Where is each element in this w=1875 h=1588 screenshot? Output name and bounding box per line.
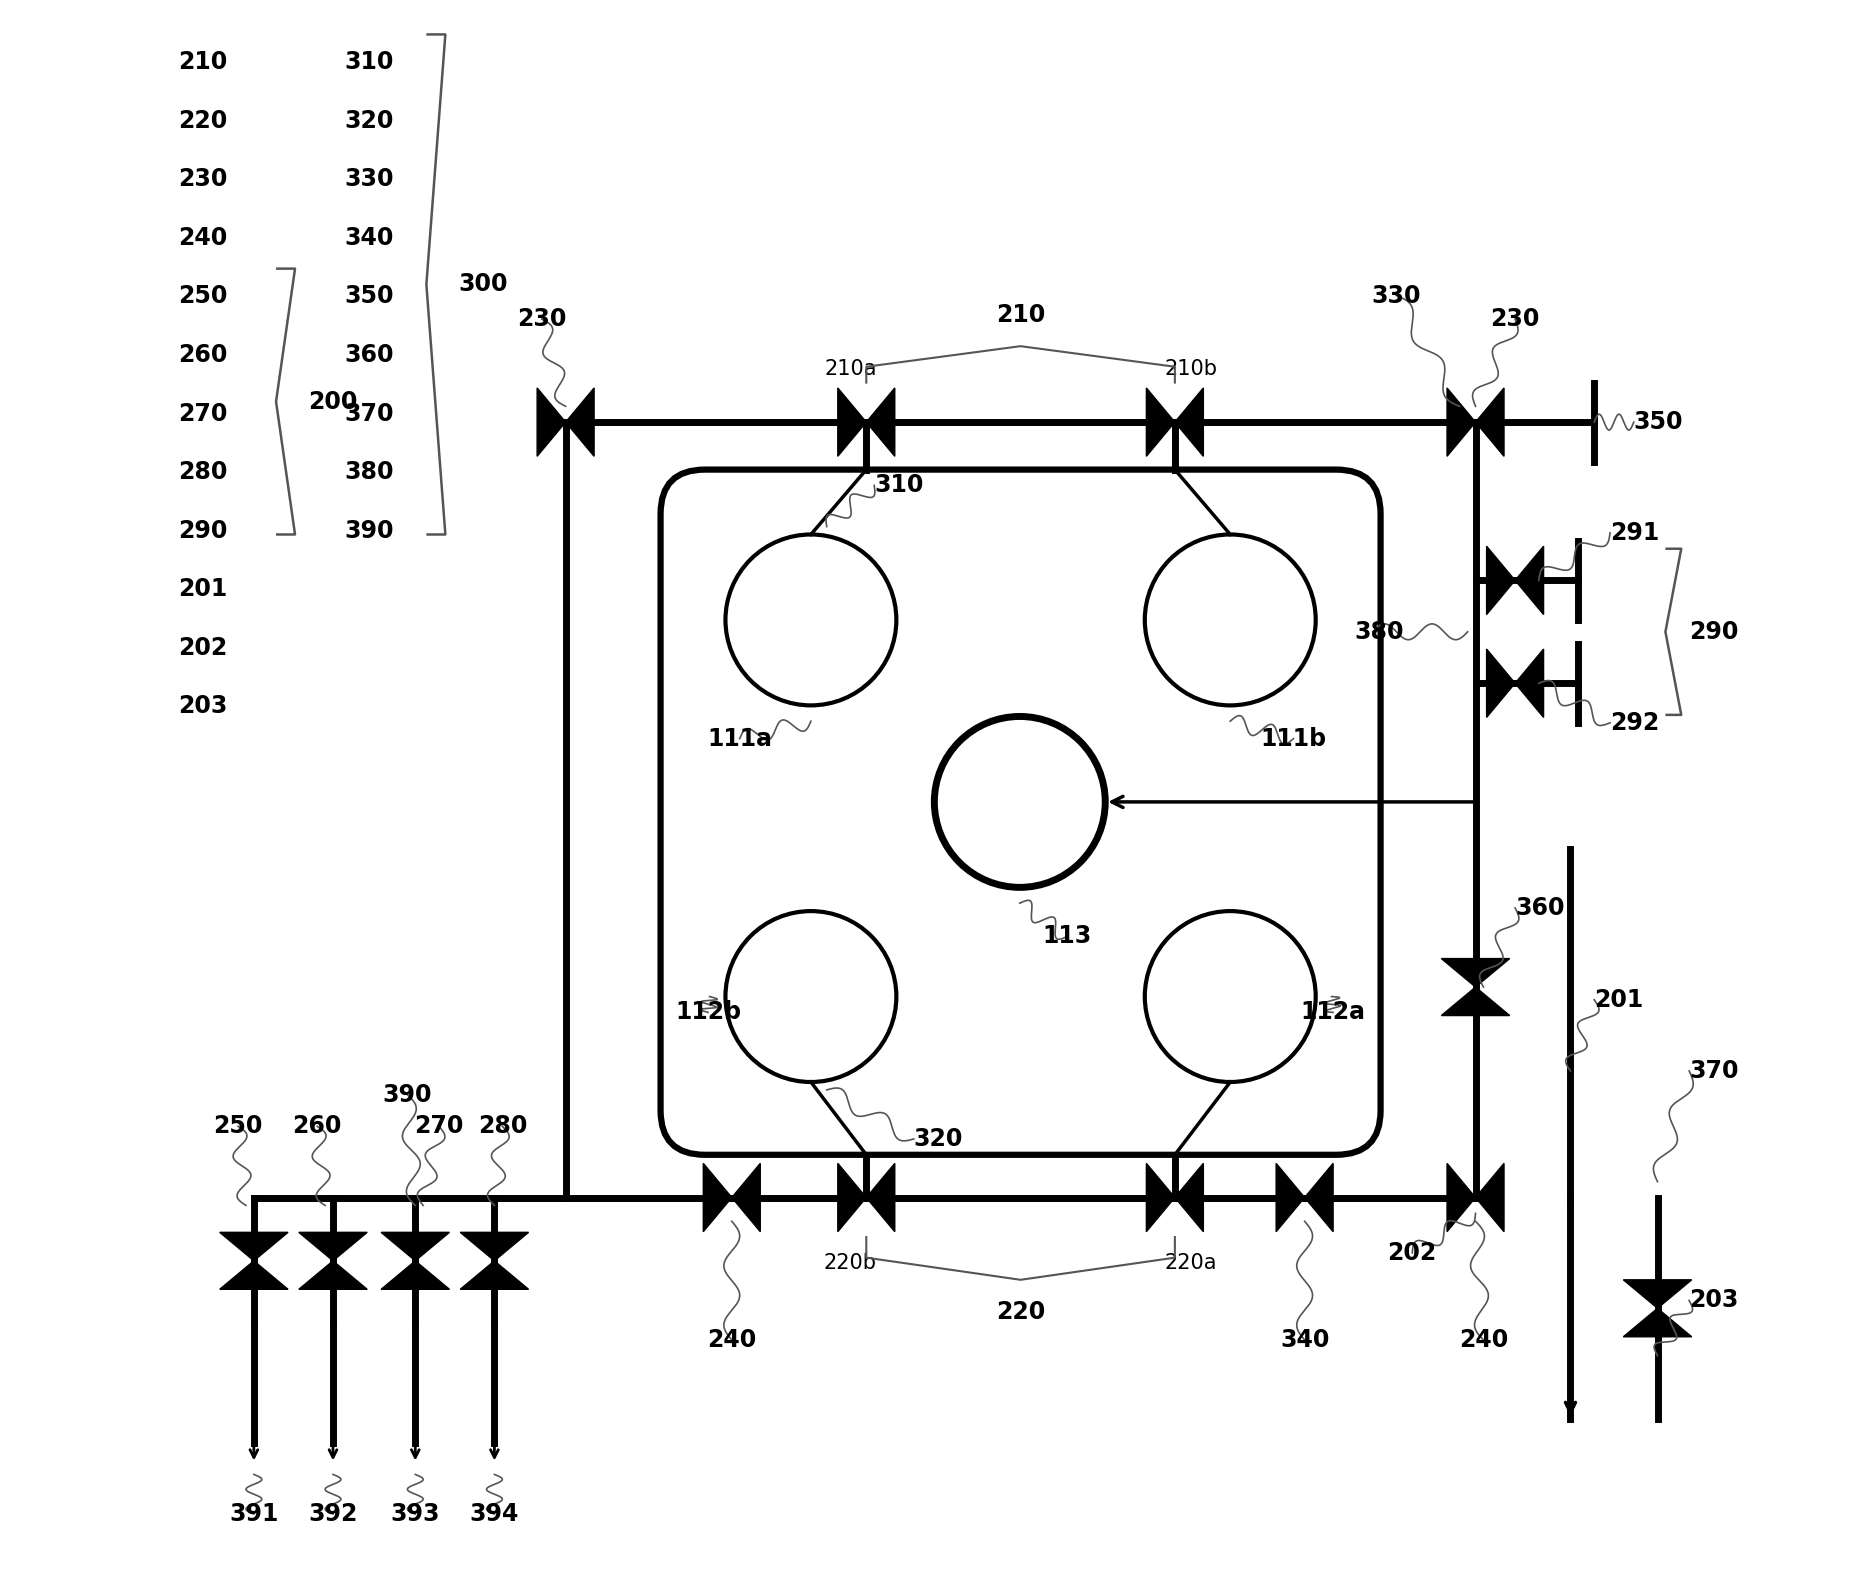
- Polygon shape: [1448, 387, 1476, 456]
- Polygon shape: [298, 1232, 368, 1261]
- Polygon shape: [866, 387, 894, 456]
- Polygon shape: [1476, 387, 1504, 456]
- Polygon shape: [1476, 1164, 1504, 1232]
- Text: 250: 250: [178, 284, 227, 308]
- Polygon shape: [1442, 959, 1509, 988]
- Text: 393: 393: [390, 1502, 441, 1526]
- Polygon shape: [731, 1164, 759, 1232]
- Text: 250: 250: [214, 1115, 262, 1139]
- Text: 310: 310: [345, 51, 394, 75]
- Text: 290: 290: [178, 519, 227, 543]
- Polygon shape: [1448, 1164, 1476, 1232]
- Text: 280: 280: [478, 1115, 527, 1139]
- Text: 220a: 220a: [1164, 1253, 1217, 1274]
- Text: 112a: 112a: [1301, 1000, 1365, 1024]
- Text: 300: 300: [458, 273, 508, 297]
- Text: 390: 390: [382, 1083, 431, 1107]
- Text: 291: 291: [1611, 521, 1659, 545]
- Text: 350: 350: [1633, 410, 1684, 434]
- Text: 220: 220: [178, 110, 227, 133]
- Text: 210: 210: [178, 51, 227, 75]
- Text: 270: 270: [178, 402, 227, 426]
- Text: 210: 210: [996, 303, 1044, 327]
- Polygon shape: [1176, 1164, 1204, 1232]
- Text: 350: 350: [345, 284, 394, 308]
- Polygon shape: [219, 1261, 289, 1289]
- Polygon shape: [459, 1232, 529, 1261]
- Polygon shape: [1487, 649, 1515, 718]
- Text: 310: 310: [874, 473, 924, 497]
- Text: 230: 230: [178, 167, 227, 191]
- Polygon shape: [1515, 649, 1543, 718]
- Text: 320: 320: [345, 110, 394, 133]
- Text: 240: 240: [707, 1328, 756, 1351]
- Text: 111b: 111b: [1260, 727, 1327, 751]
- Text: 340: 340: [1281, 1328, 1329, 1351]
- Text: 112b: 112b: [675, 1000, 741, 1024]
- Text: 340: 340: [345, 225, 394, 249]
- FancyBboxPatch shape: [660, 470, 1380, 1154]
- Text: 202: 202: [178, 635, 227, 659]
- Text: 210a: 210a: [825, 359, 878, 380]
- Text: 113: 113: [1042, 924, 1091, 948]
- Text: 320: 320: [913, 1127, 964, 1151]
- Polygon shape: [219, 1232, 289, 1261]
- Text: 391: 391: [229, 1502, 279, 1526]
- Polygon shape: [1277, 1164, 1305, 1232]
- Text: 390: 390: [345, 519, 394, 543]
- Polygon shape: [1487, 546, 1515, 615]
- Polygon shape: [1146, 1164, 1176, 1232]
- Polygon shape: [866, 1164, 894, 1232]
- Polygon shape: [381, 1261, 450, 1289]
- Text: 392: 392: [308, 1502, 358, 1526]
- Text: 240: 240: [1459, 1328, 1508, 1351]
- Polygon shape: [1442, 988, 1509, 1016]
- Polygon shape: [459, 1261, 529, 1289]
- Polygon shape: [1305, 1164, 1333, 1232]
- Text: 202: 202: [1388, 1240, 1436, 1266]
- Text: 360: 360: [345, 343, 394, 367]
- Text: 260: 260: [178, 343, 227, 367]
- Polygon shape: [536, 387, 566, 456]
- Text: 292: 292: [1611, 711, 1659, 735]
- Text: 201: 201: [178, 576, 227, 602]
- Polygon shape: [298, 1261, 368, 1289]
- Polygon shape: [1515, 546, 1543, 615]
- Text: 230: 230: [1491, 306, 1539, 332]
- Text: 280: 280: [178, 461, 227, 484]
- Text: 240: 240: [178, 225, 227, 249]
- Text: 111a: 111a: [707, 727, 772, 751]
- Polygon shape: [1146, 387, 1176, 456]
- Text: 370: 370: [345, 402, 394, 426]
- Text: 203: 203: [178, 694, 227, 718]
- Polygon shape: [1624, 1309, 1691, 1337]
- Text: 330: 330: [345, 167, 394, 191]
- Text: 201: 201: [1594, 988, 1644, 1012]
- Text: 260: 260: [292, 1115, 341, 1139]
- Text: 210b: 210b: [1164, 359, 1217, 380]
- Text: 360: 360: [1515, 896, 1564, 919]
- Polygon shape: [1176, 387, 1204, 456]
- Text: 380: 380: [1356, 619, 1404, 643]
- Text: 370: 370: [1689, 1059, 1738, 1083]
- Polygon shape: [1624, 1280, 1691, 1309]
- Text: 200: 200: [308, 389, 356, 413]
- Polygon shape: [381, 1232, 450, 1261]
- Text: 203: 203: [1689, 1288, 1738, 1312]
- Polygon shape: [703, 1164, 731, 1232]
- Text: 220: 220: [996, 1301, 1044, 1324]
- Text: 220b: 220b: [823, 1253, 878, 1274]
- Polygon shape: [838, 387, 866, 456]
- Text: 330: 330: [1372, 284, 1421, 308]
- Polygon shape: [566, 387, 594, 456]
- Polygon shape: [838, 1164, 866, 1232]
- Text: 270: 270: [414, 1115, 463, 1139]
- Text: 290: 290: [1689, 619, 1738, 643]
- Text: 380: 380: [345, 461, 394, 484]
- Text: 394: 394: [471, 1502, 519, 1526]
- Text: 230: 230: [518, 306, 566, 332]
